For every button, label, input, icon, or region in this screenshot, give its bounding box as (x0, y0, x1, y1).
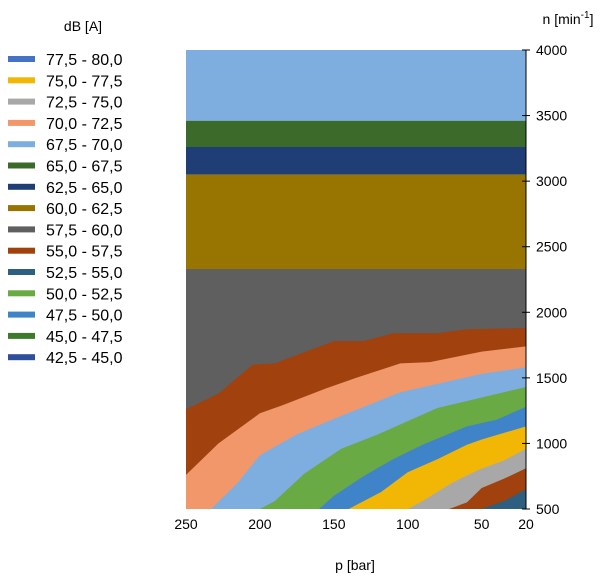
y-tick-label: 2000 (536, 304, 567, 320)
legend-swatch (8, 247, 35, 254)
legend-label: 72,5 - 75,0 (46, 95, 123, 112)
legend-swatch (8, 141, 35, 148)
y-tick-label: 1500 (536, 370, 567, 386)
legend-swatch (8, 119, 35, 126)
contour-region-3 (186, 174, 526, 269)
legend-swatch (8, 354, 35, 361)
legend-swatch (8, 183, 35, 190)
legend-swatch (8, 311, 35, 318)
legend-swatch (8, 332, 35, 339)
y-tick-label: 2500 (536, 239, 567, 255)
x-tick-label: 150 (322, 516, 346, 532)
legend-swatch (8, 226, 35, 233)
legend-label: 77,5 - 80,0 (46, 52, 123, 69)
plot-area (186, 50, 526, 509)
legend-swatch (8, 162, 35, 169)
legend-swatch (8, 290, 35, 297)
x-tick-label: 250 (174, 516, 198, 532)
y-tick-label: 500 (536, 501, 560, 517)
legend-label: 75,0 - 77,5 (46, 73, 123, 90)
y-tick-label: 1000 (536, 435, 567, 451)
legend-label: 45,0 - 47,5 (46, 329, 123, 346)
y-axis-ticks: 4000 3500 3000 2500 2000 1500 1000 500 (522, 42, 567, 517)
legend-swatch (8, 269, 35, 275)
legend-label: 47,5 - 50,0 (46, 308, 123, 325)
contour-region-0 (186, 50, 526, 121)
y-tick-label: 3500 (536, 108, 567, 124)
legend-label: 55,0 - 57,5 (46, 244, 123, 261)
legend-label: 67,5 - 70,0 (46, 137, 123, 154)
legend-label: 52,5 - 55,0 (46, 265, 123, 282)
legend-swatch (8, 98, 35, 105)
legend-label: 65,0 - 67,5 (46, 159, 123, 176)
y-tick-label: 4000 (536, 42, 567, 58)
x-axis-label: p [bar] (335, 557, 375, 573)
x-tick-label: 20 (518, 516, 534, 532)
legend-label: 57,5 - 60,0 (46, 222, 123, 239)
legend-swatch (8, 77, 35, 84)
legend-label: 42,5 - 45,0 (46, 350, 123, 367)
x-tick-label: 50 (474, 516, 490, 532)
x-axis-ticks: 250 200 150 100 50 20 (174, 516, 534, 532)
contour-region-2 (186, 147, 526, 175)
contour-region-13 (481, 489, 526, 509)
legend-label: 70,0 - 72,5 (46, 116, 123, 133)
y-tick-label: 3000 (536, 173, 567, 189)
legend: 77,5 - 80,0 75,0 - 77,5 72,5 - 75,0 70,0 - … (8, 52, 123, 367)
legend-swatch (8, 56, 35, 62)
legend-swatch (8, 205, 35, 212)
contour-region-12 (449, 468, 526, 509)
x-tick-label: 100 (396, 516, 420, 532)
legend-label: 62,5 - 65,0 (46, 180, 123, 197)
legend-label: 50,0 - 52,5 (46, 286, 123, 303)
legend-label: 60,0 - 62,5 (46, 201, 123, 218)
x-tick-label: 200 (248, 516, 272, 532)
y-axis-label: n [min-1] (543, 10, 594, 27)
contour-region-1 (186, 120, 526, 147)
legend-title: dB [A] (64, 18, 102, 34)
